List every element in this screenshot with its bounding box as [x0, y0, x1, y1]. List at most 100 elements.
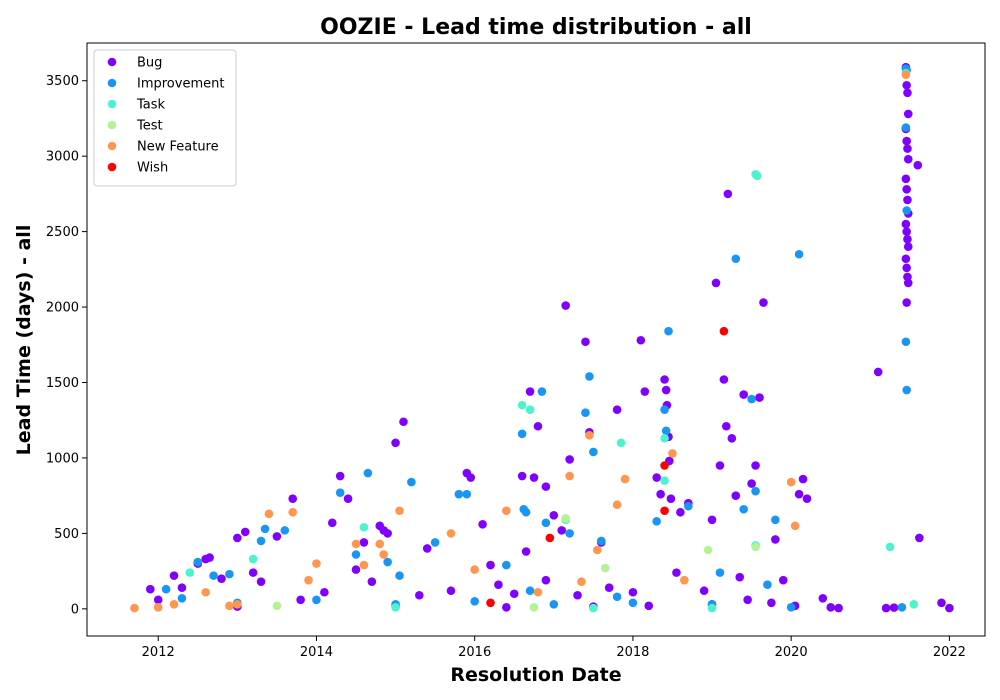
data-point — [759, 298, 768, 307]
data-point — [541, 482, 551, 491]
data-point — [620, 474, 630, 484]
data-point — [256, 536, 266, 546]
data-point — [454, 489, 464, 499]
data-point — [217, 574, 226, 583]
data-point — [901, 254, 911, 264]
data-point — [272, 601, 282, 611]
legend-marker — [107, 120, 117, 130]
data-point — [616, 438, 626, 448]
legend-item-task: Task — [107, 98, 166, 113]
legend-marker — [107, 99, 117, 109]
data-point — [130, 603, 139, 613]
data-point — [778, 575, 788, 585]
data-point — [359, 560, 369, 570]
data-point — [533, 587, 543, 597]
data-point — [715, 568, 725, 577]
data-point — [521, 507, 531, 517]
legend-marker — [107, 141, 117, 151]
data-point — [351, 550, 361, 559]
data-point — [672, 568, 681, 577]
data-point — [901, 123, 911, 132]
data-point — [937, 598, 946, 608]
series-wish — [486, 326, 729, 608]
data-point — [320, 587, 329, 597]
data-point — [666, 494, 676, 503]
data-point — [661, 426, 671, 436]
data-point — [272, 532, 282, 541]
legend-item-new-feature: New Feature — [107, 140, 219, 155]
legend-marker — [107, 57, 117, 67]
y-tick-label-2000: 2000 — [46, 301, 79, 316]
data-point — [612, 500, 622, 510]
data-point — [502, 603, 511, 612]
data-point — [561, 514, 570, 523]
data-point — [525, 387, 535, 396]
data-point — [367, 577, 377, 586]
data-point — [901, 337, 911, 347]
data-point — [664, 326, 673, 336]
x-tick-label-2018: 2018 — [616, 645, 649, 660]
data-point — [561, 301, 570, 310]
data-point — [379, 550, 389, 559]
data-point — [902, 136, 911, 146]
series-improvement — [161, 64, 911, 612]
data-point — [913, 160, 923, 170]
x-tick-label-2022: 2022 — [933, 645, 966, 660]
legend-label: New Feature — [137, 140, 219, 155]
data-point — [541, 518, 551, 528]
data-point — [225, 601, 234, 611]
data-point — [169, 571, 179, 580]
data-point — [680, 575, 689, 585]
legend: Bug Improvement Task Test New Feature Wish — [93, 49, 237, 187]
data-point — [652, 473, 661, 482]
data-point — [280, 526, 290, 535]
data-point — [731, 491, 741, 500]
data-point — [786, 603, 796, 612]
data-point — [794, 489, 804, 499]
data-point — [185, 568, 195, 577]
data-point — [902, 385, 911, 395]
series-bug — [146, 62, 954, 613]
data-point — [767, 598, 776, 608]
data-point — [248, 568, 258, 577]
data-point — [897, 603, 907, 612]
data-point — [312, 559, 321, 568]
data-point — [545, 533, 555, 543]
data-point — [502, 506, 511, 516]
data-point — [446, 586, 456, 596]
data-point — [312, 595, 321, 605]
data-point — [533, 421, 543, 431]
data-point — [240, 527, 250, 537]
data-point — [747, 479, 756, 488]
data-point — [644, 601, 654, 611]
series-test — [272, 514, 760, 612]
data-point — [193, 557, 203, 567]
data-point — [557, 526, 567, 535]
data-point — [209, 571, 218, 580]
data-point — [304, 575, 313, 585]
data-point — [430, 538, 440, 547]
data-point — [201, 587, 210, 597]
data-point — [636, 335, 646, 345]
axis-ticks: 2012 2014 2016 2018 2020 2022 0 500 1000 1500 2000… — [46, 74, 966, 660]
data-point — [889, 603, 899, 612]
data-point — [541, 575, 551, 585]
data-point — [529, 473, 539, 482]
data-point — [826, 603, 836, 612]
legend-label: Bug — [137, 56, 162, 71]
data-point — [517, 400, 527, 410]
data-point — [470, 565, 479, 574]
data-point — [915, 533, 924, 543]
data-point — [903, 109, 913, 119]
data-point — [525, 405, 535, 414]
data-point — [604, 583, 614, 593]
data-point — [652, 517, 661, 526]
data-point — [383, 529, 392, 538]
y-tick-label-3000: 3000 — [46, 150, 79, 165]
data-point — [264, 509, 274, 519]
data-point — [684, 501, 693, 511]
data-point — [521, 547, 531, 556]
data-point — [288, 507, 298, 517]
legend-marker — [107, 78, 117, 88]
legend-item-wish: Wish — [107, 161, 168, 176]
